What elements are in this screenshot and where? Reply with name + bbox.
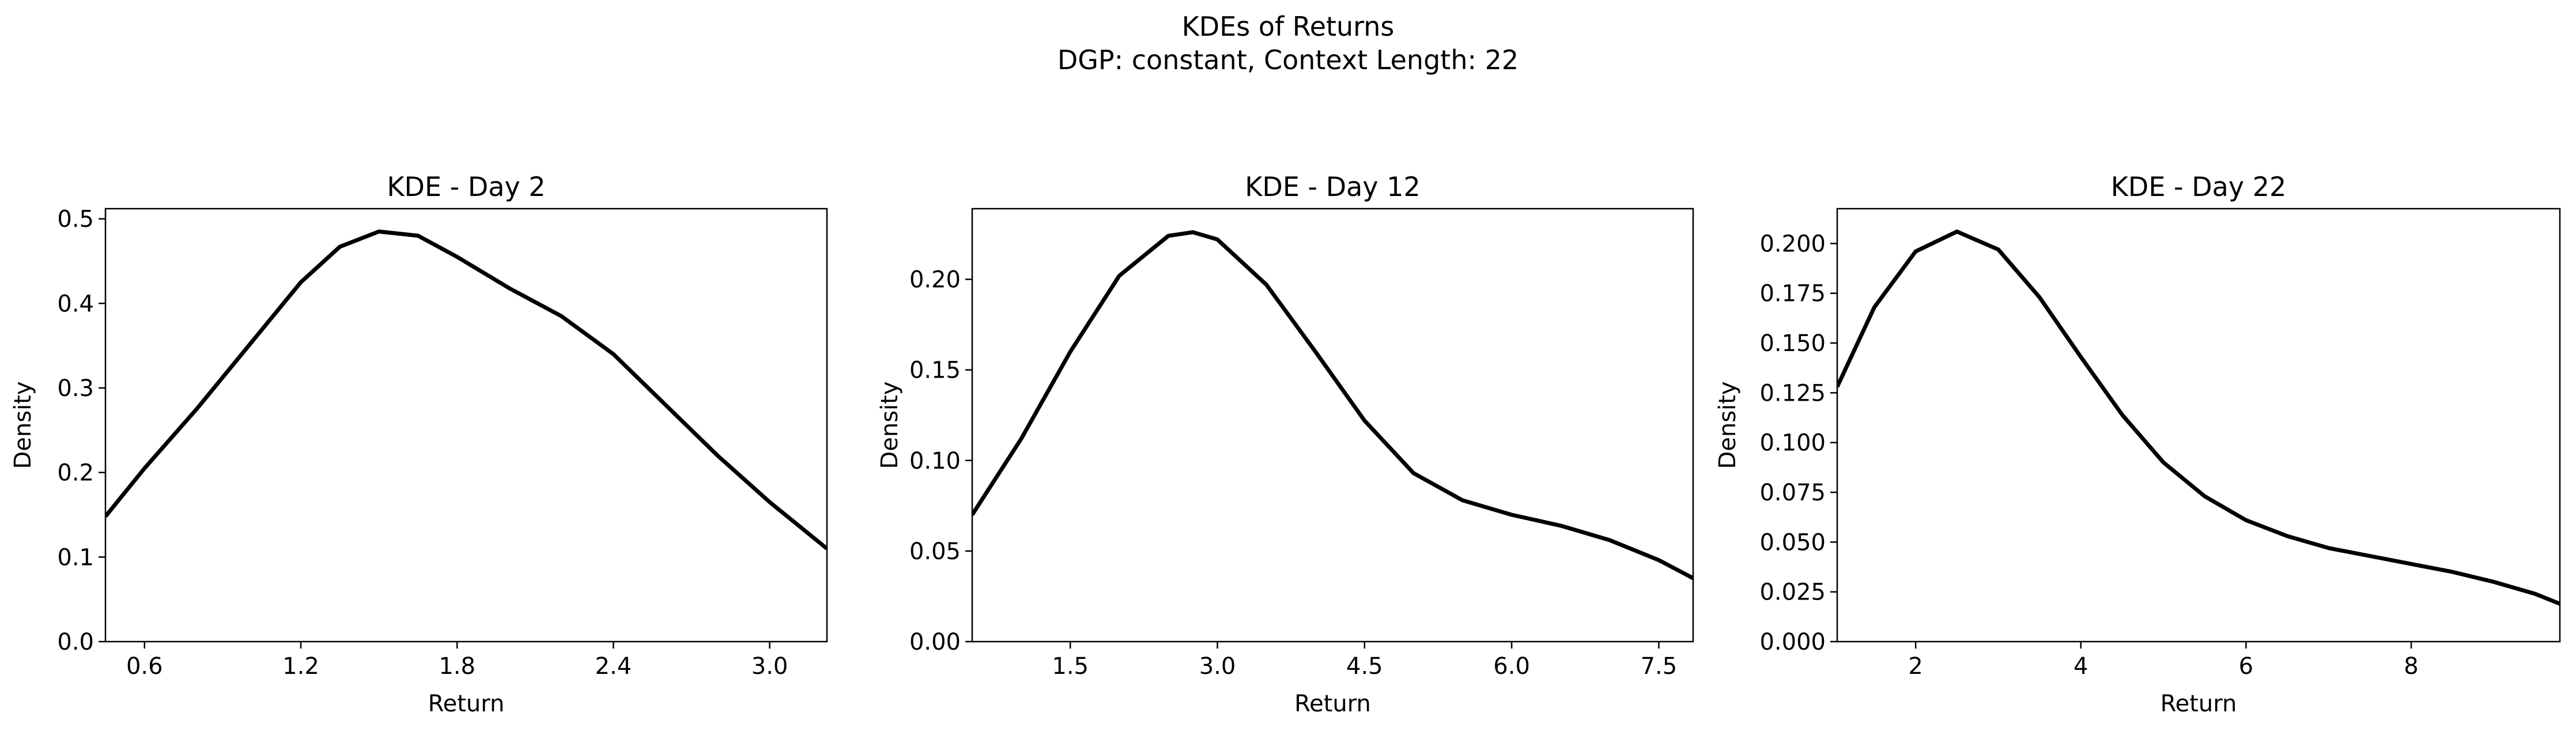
plot-area-frame	[1836, 208, 2561, 643]
x-tick-label: 2.4	[595, 653, 632, 680]
figure-title-line1: KDEs of Returns	[1182, 11, 1395, 42]
y-axis-label: Density	[10, 381, 36, 469]
y-tick-label: 0.10	[909, 448, 961, 474]
chart-panel-2: KDE - Day 12 1.5 3.0 4.5 6.0 7.5 0.00 0.05 0.10 0…	[877, 171, 1694, 717]
y-tick-label: 0.025	[1759, 579, 1826, 606]
y-tick-label: 0.20	[909, 267, 961, 293]
figure-title-line2: DGP: constant, Context Length: 22	[1057, 44, 1519, 76]
y-tick-label: 0.075	[1759, 480, 1826, 506]
y-axis-label: Density	[1714, 381, 1741, 469]
y-tick-label: 0.100	[1759, 430, 1826, 457]
x-axis-label: Return	[2160, 691, 2237, 717]
panel-title: KDE - Day 12	[1245, 171, 1420, 202]
x-tick-label: 8	[2404, 653, 2418, 680]
x-tick-label: 2	[1908, 653, 1922, 680]
x-tick-label: 7.5	[1641, 653, 1678, 680]
y-tick-label: 0.175	[1759, 281, 1826, 307]
x-tick-label: 4	[2073, 653, 2088, 680]
y-tick-label: 0.0	[57, 629, 94, 655]
x-tick-label: 6.0	[1493, 653, 1530, 680]
panel-title: KDE - Day 2	[387, 171, 545, 202]
y-tick-label: 0.15	[909, 357, 961, 384]
y-tick-label: 0.150	[1759, 330, 1826, 357]
y-axis-label: Density	[877, 381, 903, 469]
x-tick-label: 1.2	[282, 653, 319, 680]
y-tick-label: 0.3	[57, 375, 94, 402]
x-tick-label: 3.0	[751, 653, 788, 680]
x-tick-label: 3.0	[1199, 653, 1236, 680]
y-tick-label: 0.000	[1759, 629, 1826, 655]
x-tick-label: 0.6	[126, 653, 163, 680]
y-tick-label: 0.1	[57, 544, 94, 571]
y-tick-label: 0.5	[57, 206, 94, 233]
x-tick-label: 1.8	[439, 653, 475, 680]
x-axis-label: Return	[428, 691, 505, 717]
chart-panel-3: KDE - Day 22 2 4 6 8 0.000 0.025 0.050 0.075 0.10…	[1714, 171, 2561, 717]
x-tick-label: 6	[2239, 653, 2253, 680]
x-tick-label: 1.5	[1052, 653, 1089, 680]
kde-line-series-1	[1837, 229, 2560, 606]
kde-line-series-1	[105, 229, 827, 551]
chart-panel-1: KDE - Day 2 0.6 1.2 1.8 2.4 3.0 0.0 0.1 0.2 0.3 0.…	[10, 171, 828, 717]
y-tick-label: 0.2	[57, 460, 94, 487]
y-tick-label: 0.4	[57, 291, 94, 317]
chart-panels: KDE - Day 2 0.6 1.2 1.8 2.4 3.0 0.0 0.1 0.2 0.3 0.…	[10, 171, 2561, 717]
y-tick-label: 0.125	[1759, 380, 1826, 406]
panel-title: KDE - Day 22	[2111, 171, 2286, 202]
y-tick-label: 0.050	[1759, 529, 1826, 556]
x-tick-label: 4.5	[1346, 653, 1383, 680]
y-tick-label: 0.200	[1759, 231, 1826, 257]
y-tick-label: 0.05	[909, 538, 961, 565]
x-axis-label: Return	[1294, 691, 1371, 717]
plot-area-frame	[104, 208, 828, 643]
plot-area-frame	[971, 208, 1694, 643]
kde-line-series-1	[972, 230, 1693, 581]
y-tick-label: 0.00	[909, 629, 961, 655]
